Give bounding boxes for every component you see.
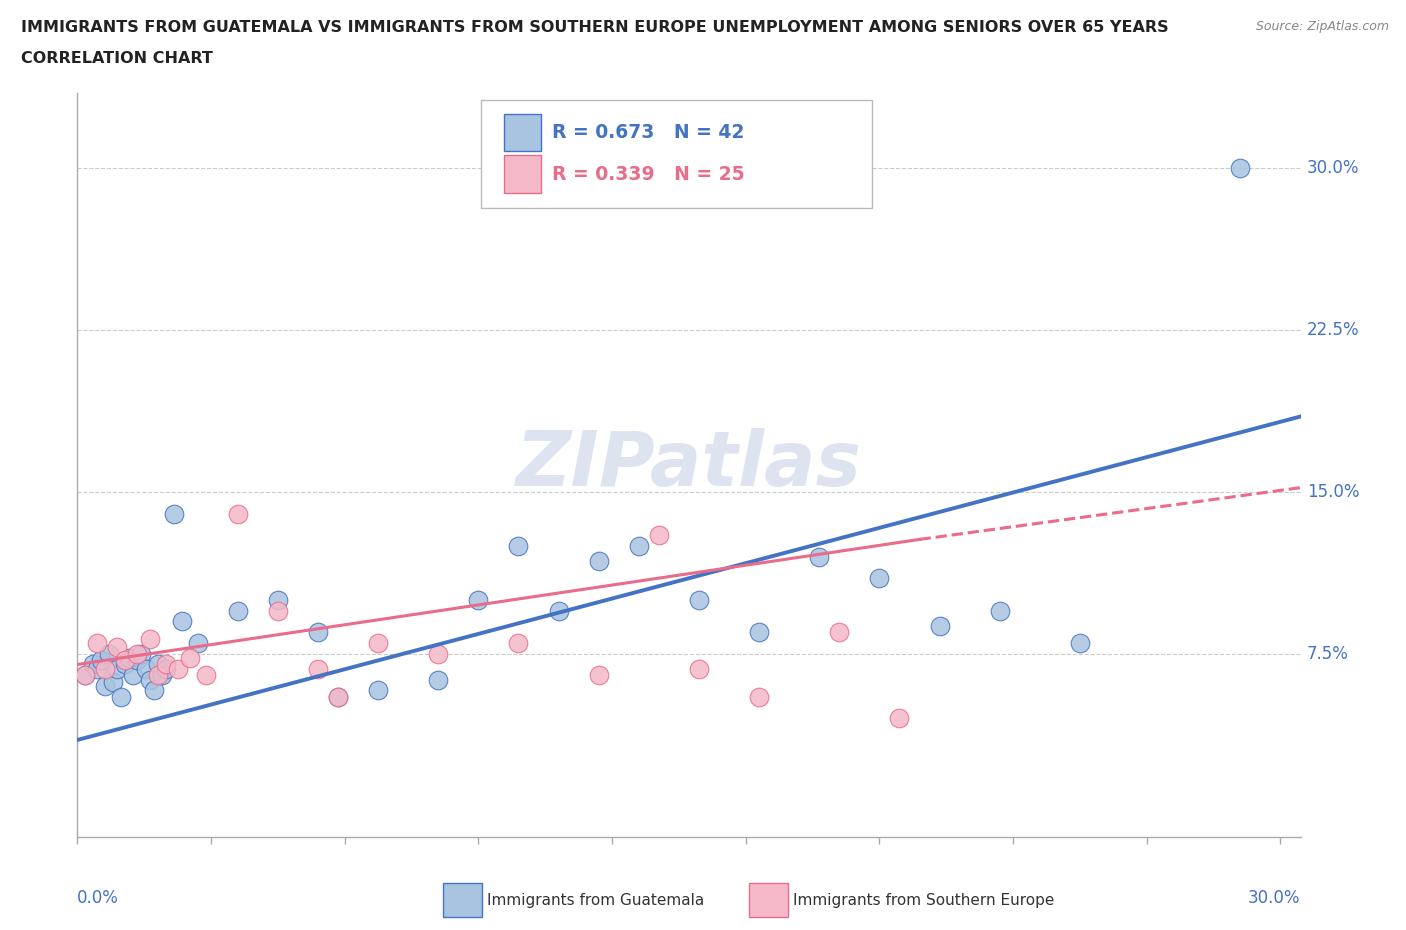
Point (103, 674, 125, 689)
Point (179, 651, 201, 666)
Point (94, 679, 117, 694)
Point (326, 689, 349, 704)
Point (134, 661, 156, 676)
Point (75, 668, 97, 683)
Text: R = 0.339   N = 25: R = 0.339 N = 25 (553, 165, 745, 183)
Text: IMMIGRANTS FROM GUATEMALA VS IMMIGRANTS FROM SOUTHERN EUROPE UNEMPLOYMENT AMONG : IMMIGRANTS FROM GUATEMALA VS IMMIGRANTS … (21, 20, 1168, 35)
Point (226, 506, 249, 521)
Point (748, 625, 770, 640)
Point (326, 689, 349, 704)
Point (367, 635, 389, 650)
Point (427, 672, 450, 687)
Point (114, 653, 136, 668)
Text: 30.0%: 30.0% (1249, 889, 1301, 907)
Point (146, 668, 169, 683)
Text: 22.5%: 22.5% (1306, 321, 1360, 339)
Point (138, 631, 160, 646)
Point (828, 625, 851, 640)
Text: 30.0%: 30.0% (1306, 159, 1360, 178)
Point (142, 683, 165, 698)
Point (110, 689, 132, 704)
Point (688, 661, 710, 676)
Text: CORRELATION CHART: CORRELATION CHART (21, 51, 212, 66)
Text: Immigrants from Guatemala: Immigrants from Guatemala (486, 893, 704, 908)
Point (90, 653, 112, 668)
Point (194, 668, 217, 683)
Point (98, 646, 121, 661)
Point (166, 661, 188, 676)
Point (547, 604, 569, 618)
Point (808, 550, 831, 565)
Point (187, 635, 209, 650)
Point (508, 635, 530, 650)
Point (267, 604, 290, 618)
FancyBboxPatch shape (481, 100, 873, 208)
Point (86, 661, 108, 676)
Point (170, 614, 193, 629)
Point (648, 527, 671, 542)
Point (127, 653, 149, 668)
Point (107, 640, 129, 655)
Text: 0.0%: 0.0% (77, 889, 120, 907)
Text: R = 0.673   N = 42: R = 0.673 N = 42 (553, 123, 744, 142)
Point (928, 618, 950, 633)
FancyBboxPatch shape (443, 884, 482, 917)
Point (508, 538, 530, 553)
Text: Source: ZipAtlas.com: Source: ZipAtlas.com (1256, 20, 1389, 33)
Point (588, 668, 610, 683)
Point (75, 668, 97, 683)
Point (627, 538, 650, 553)
Point (467, 592, 489, 607)
Point (86, 635, 108, 650)
Point (107, 661, 129, 676)
Point (267, 592, 290, 607)
Point (155, 657, 177, 671)
Point (127, 646, 149, 661)
FancyBboxPatch shape (749, 884, 787, 917)
Point (307, 625, 329, 640)
Point (889, 711, 911, 725)
Point (748, 689, 770, 704)
Point (94, 661, 117, 676)
Text: 7.5%: 7.5% (1306, 644, 1348, 663)
Point (122, 668, 145, 683)
Point (146, 657, 169, 671)
Point (82, 657, 104, 671)
Point (131, 646, 153, 661)
Point (1069, 635, 1091, 650)
Point (688, 592, 710, 607)
Point (988, 604, 1011, 618)
Point (138, 672, 160, 687)
Text: Immigrants from Southern Europe: Immigrants from Southern Europe (793, 893, 1054, 908)
FancyBboxPatch shape (505, 113, 541, 151)
Point (226, 604, 249, 618)
FancyBboxPatch shape (505, 155, 541, 193)
Point (367, 683, 389, 698)
Point (155, 661, 177, 676)
Point (868, 571, 890, 586)
Point (307, 661, 329, 676)
Point (114, 657, 136, 671)
Text: ZIPatlas: ZIPatlas (516, 428, 862, 502)
Point (118, 651, 141, 666)
Point (1229, 161, 1251, 176)
Text: 15.0%: 15.0% (1306, 483, 1360, 501)
Point (588, 553, 610, 568)
Point (150, 668, 173, 683)
Point (162, 506, 184, 521)
Point (427, 646, 450, 661)
